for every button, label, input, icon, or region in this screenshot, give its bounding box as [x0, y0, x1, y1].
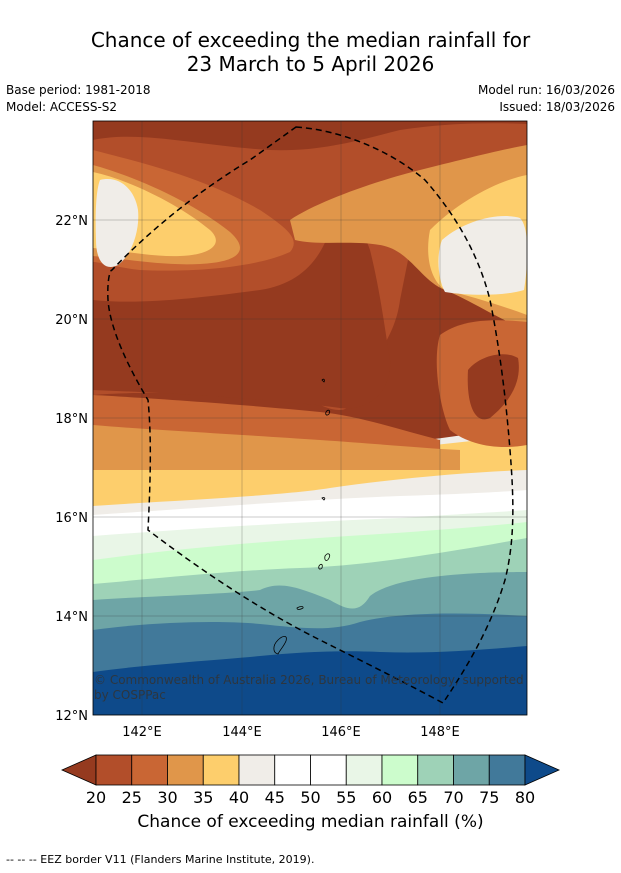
eez-border: [107, 126, 514, 704]
copyright-line-1: © Commonwealth of Australia 2026, Bureau…: [94, 673, 524, 687]
island-saipan: [324, 553, 331, 561]
base-period: Base period: 1981-2018: [6, 83, 151, 97]
lon-tick-label: 146°E: [321, 725, 361, 740]
copyright-line-2: by COSPPac: [94, 688, 166, 702]
lon-tick-label: 144°E: [222, 725, 262, 740]
colorbar-tick-label: 65: [408, 788, 428, 807]
colorbar-tick-label: 20: [86, 788, 106, 807]
lat-tick-label: 14°N: [55, 610, 88, 625]
colorbar-tick-label: 80: [515, 788, 535, 807]
lat-tick-label: 22°N: [55, 214, 88, 229]
colorbar-swatch: [453, 754, 490, 786]
latitude-ticks: 22°N 20°N 18°N 16°N 14°N 12°N: [55, 214, 88, 724]
colorbar-under-arrow: [61, 754, 97, 786]
lat-tick-label: 12°N: [55, 709, 88, 724]
colorbar-swatch: [274, 754, 311, 786]
island-tinian: [318, 563, 323, 570]
colorbar: 20 25 30 35 40 45 50 55 60 65 70 75 80: [61, 754, 560, 807]
contour-band-40-left: [95, 179, 139, 268]
colorbar-label: Chance of exceeding median rainfall (%): [137, 812, 484, 832]
colorbar-swatch: [202, 754, 240, 786]
colorbar-swatch: [310, 754, 347, 786]
colorbar-swatch: [488, 754, 526, 786]
colorbar-tick-label: 45: [265, 788, 285, 807]
colorbar-tick-label: 40: [229, 788, 249, 807]
island-guam: [273, 635, 287, 655]
contour-band-15-right: [467, 354, 519, 420]
lat-tick-label: 16°N: [55, 511, 88, 526]
colorbar-swatch: [131, 754, 168, 786]
map-title: Chance of exceeding the median rainfall …: [0, 28, 621, 76]
colorbar-swatch: [167, 754, 204, 786]
issued-date: Issued: 18/03/2026: [499, 100, 615, 114]
colorbar-swatch: [381, 754, 419, 786]
meta-left: Base period: 1981-2018 Model: ACCESS-S2: [6, 82, 151, 116]
map-frame: [92, 120, 528, 716]
title-line-1: Chance of exceeding the median rainfall …: [90, 28, 531, 52]
lat-tick-label: 18°N: [55, 412, 88, 427]
colorbar-tick-label: 55: [336, 788, 356, 807]
contour-band-40-right: [438, 216, 527, 295]
lon-tick-label: 142°E: [122, 725, 162, 740]
colorbar-swatch: [417, 754, 454, 786]
island-anatahan: [321, 497, 326, 501]
island-rota: [296, 606, 304, 610]
islands: [273, 378, 331, 655]
lat-tick-label: 20°N: [55, 313, 88, 328]
colorbar-swatch: [345, 754, 383, 786]
title-line-2: 23 March to 5 April 2026: [186, 52, 435, 76]
contour-band-30-mid: [93, 425, 460, 470]
colorbar-swatch: [95, 754, 133, 786]
meta-right: Model run: 16/03/2026 Issued: 18/03/2026: [478, 82, 615, 116]
contour-band-15-core: [93, 219, 391, 409]
colorbar-tick-label: 35: [193, 788, 213, 807]
colorbar-tick-label: 25: [122, 788, 142, 807]
longitude-ticks: 142°E 144°E 146°E 148°E: [122, 725, 460, 740]
colorbar-swatch: [238, 754, 276, 786]
model-name: Model: ACCESS-S2: [6, 100, 118, 114]
model-run: Model run: 16/03/2026: [477, 83, 615, 97]
island-pagan: [321, 378, 325, 383]
colorbar-tick-label: 30: [157, 788, 177, 807]
eez-footnote: -- -- -- EEZ border V11 (Flanders Marine…: [6, 853, 315, 866]
colorbar-tick-label: 75: [479, 788, 499, 807]
copyright-text: © Commonwealth of Australia 2026, Bureau…: [94, 673, 527, 702]
lon-tick-label: 148°E: [420, 725, 460, 740]
island-agrihan: [325, 409, 331, 416]
colorbar-tick-label: 50: [300, 788, 320, 807]
contour-band-80: [93, 646, 527, 715]
colorbar-over-arrow: [524, 754, 560, 786]
colorbar-tick-label: 60: [372, 788, 392, 807]
colorbar-tick-label: 70: [443, 788, 463, 807]
